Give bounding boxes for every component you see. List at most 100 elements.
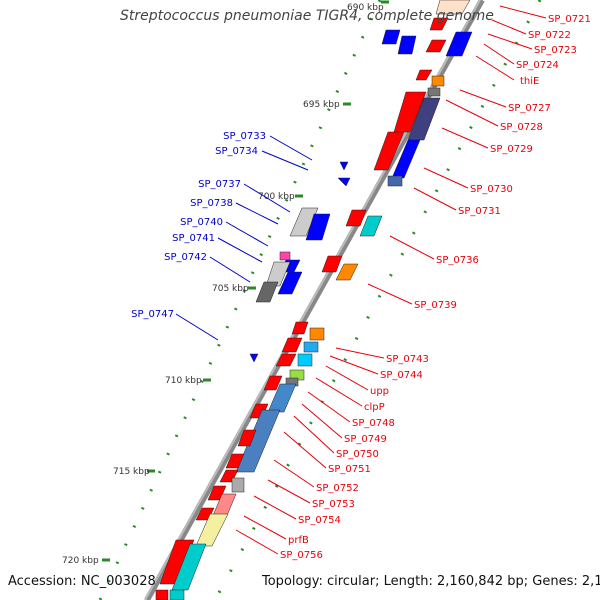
label-SP-0756[interactable]: SP_0756 bbox=[280, 550, 323, 561]
connector-SP-0730 bbox=[423, 167, 469, 189]
label-SP-0751[interactable]: SP_0751 bbox=[328, 464, 371, 475]
connector-SP-0747 bbox=[175, 313, 219, 341]
connector-SP-0724 bbox=[483, 43, 515, 65]
gene-SP-0721[interactable] bbox=[435, 0, 471, 15]
label-SP-0750[interactable]: SP_0750 bbox=[336, 449, 379, 460]
forward-genes bbox=[155, 0, 473, 600]
gene-SP-0743[interactable] bbox=[291, 321, 309, 335]
label-SP-0752[interactable]: SP_0752 bbox=[316, 483, 359, 494]
gene-SP-0736[interactable] bbox=[345, 209, 367, 227]
gene-SP-0748[interactable] bbox=[263, 375, 283, 391]
gene-SP-0744[interactable] bbox=[281, 337, 303, 353]
gene-SP-0743b[interactable] bbox=[309, 327, 325, 341]
gene-SP-0756b[interactable] bbox=[171, 543, 207, 591]
gene-SP-0724[interactable] bbox=[425, 39, 447, 53]
label-SP-0722[interactable]: SP_0722 bbox=[528, 30, 571, 41]
gene-SP-0749[interactable] bbox=[267, 383, 297, 413]
connector-SP-0738 bbox=[235, 202, 279, 225]
label-SP-0738[interactable]: SP_0738 bbox=[190, 198, 233, 209]
gene-upp-b[interactable] bbox=[297, 353, 313, 367]
label-SP-0733[interactable]: SP_0733 bbox=[223, 131, 266, 142]
gene-SP-0733[interactable] bbox=[339, 161, 349, 171]
gene-SP-0727b[interactable] bbox=[427, 87, 441, 97]
label-SP-0740[interactable]: SP_0740 bbox=[180, 217, 223, 228]
label-SP-0727[interactable]: SP_0727 bbox=[508, 103, 551, 114]
connector-prfB bbox=[243, 515, 287, 540]
label-SP-0747[interactable]: SP_0747 bbox=[131, 309, 174, 320]
label-SP-0743[interactable]: SP_0743 bbox=[386, 354, 429, 365]
label-SP-0730[interactable]: SP_0730 bbox=[470, 184, 513, 195]
scale-label-705: 705 kbp bbox=[212, 284, 249, 294]
accession-text: Accession: NC_003028 bbox=[8, 574, 156, 589]
connector-SP-0744 bbox=[329, 355, 379, 375]
label-SP-0734[interactable]: SP_0734 bbox=[215, 146, 258, 157]
label-SP-0748[interactable]: SP_0748 bbox=[352, 418, 395, 429]
label-SP-0742[interactable]: SP_0742 bbox=[164, 252, 207, 263]
gene-SP-0747[interactable] bbox=[249, 353, 259, 363]
scale-labels: 690 kbp 695 kbp 700 kbp 705 kbp 710 kbp … bbox=[62, 3, 384, 566]
connector-thiE bbox=[475, 55, 515, 81]
connector-SP-0736 bbox=[389, 235, 435, 260]
gene-SP-0744b[interactable] bbox=[303, 341, 319, 353]
connector-SP-0753 bbox=[267, 479, 311, 504]
scale-label-720: 720 kbp bbox=[62, 556, 99, 566]
label-SP-0729[interactable]: SP_0729 bbox=[490, 144, 533, 155]
connector-SP-0748 bbox=[307, 391, 351, 423]
label-SP-0753[interactable]: SP_0753 bbox=[312, 499, 355, 510]
label-prfB[interactable]: prfB bbox=[288, 535, 309, 546]
gene-SP-0723[interactable] bbox=[445, 31, 473, 57]
reverse-labels: SP_0733 SP_0734 SP_0737 SP_0738 SP_0740 … bbox=[131, 131, 266, 320]
gene-top-left-blue-1[interactable] bbox=[381, 29, 401, 45]
connector-upp bbox=[325, 365, 369, 391]
scale-label-700: 700 kbp bbox=[258, 192, 295, 202]
gene-SP-0751[interactable] bbox=[235, 409, 281, 473]
label-SP-0737[interactable]: SP_0737 bbox=[198, 179, 241, 190]
gene-top-left-blue-2[interactable] bbox=[397, 35, 417, 55]
gene-SP-0752[interactable] bbox=[225, 453, 245, 469]
gene-SP-0729[interactable] bbox=[407, 97, 441, 141]
label-SP-0744[interactable]: SP_0744 bbox=[380, 370, 423, 381]
connector-SP-0728 bbox=[445, 99, 499, 127]
gene-SP-0734[interactable] bbox=[337, 177, 351, 187]
gene-upp[interactable] bbox=[275, 353, 297, 367]
connector-SP-0731 bbox=[413, 187, 457, 211]
gene-SP-0742[interactable] bbox=[265, 261, 291, 287]
gene-SP-0722[interactable] bbox=[429, 17, 449, 31]
gene-SP-0730b[interactable] bbox=[391, 139, 421, 179]
label-SP-0728[interactable]: SP_0728 bbox=[500, 122, 543, 133]
connector-SP-0727 bbox=[459, 89, 507, 108]
gene-SP-0727[interactable] bbox=[431, 75, 445, 87]
gene-SP-0739b[interactable] bbox=[335, 263, 359, 281]
label-SP-0721[interactable]: SP_0721 bbox=[548, 14, 591, 25]
label-SP-0723[interactable]: SP_0723 bbox=[534, 45, 577, 56]
gene-SP-0739[interactable] bbox=[321, 255, 343, 273]
label-clpP[interactable]: clpP bbox=[364, 402, 385, 413]
label-SP-0724[interactable]: SP_0724 bbox=[516, 60, 559, 71]
gene-SP-0736b[interactable] bbox=[359, 215, 383, 237]
label-upp[interactable]: upp bbox=[370, 386, 389, 397]
gene-SP-0730[interactable] bbox=[373, 131, 405, 171]
gene-SP-0753[interactable] bbox=[231, 477, 245, 493]
gene-prfB[interactable] bbox=[195, 513, 229, 547]
gene-thiE[interactable] bbox=[415, 69, 433, 81]
label-SP-0741[interactable]: SP_0741 bbox=[172, 233, 215, 244]
label-SP-0736[interactable]: SP_0736 bbox=[436, 255, 479, 266]
label-SP-0739[interactable]: SP_0739 bbox=[414, 300, 457, 311]
connector-SP-0721 bbox=[499, 5, 547, 19]
gene-SP-0751b[interactable] bbox=[237, 429, 257, 447]
gene-SP-0738[interactable] bbox=[305, 213, 331, 241]
label-SP-0754[interactable]: SP_0754 bbox=[298, 515, 341, 526]
gene-SP-0742b[interactable] bbox=[277, 271, 303, 295]
gene-SP-0728[interactable] bbox=[393, 91, 427, 133]
gene-SP-0731[interactable] bbox=[387, 175, 403, 187]
scale-label-710: 710 kbp bbox=[165, 376, 202, 386]
label-SP-0731[interactable]: SP_0731 bbox=[458, 206, 501, 217]
label-thiE[interactable]: thiE bbox=[520, 76, 539, 87]
gene-bottom-cyan bbox=[169, 589, 185, 600]
label-SP-0749[interactable]: SP_0749 bbox=[344, 434, 387, 445]
gene-SP-0737[interactable] bbox=[289, 207, 319, 237]
connector-SP-0751 bbox=[283, 431, 327, 469]
gene-SP-0740[interactable] bbox=[279, 251, 291, 261]
gene-SP-0742c[interactable] bbox=[255, 281, 279, 303]
